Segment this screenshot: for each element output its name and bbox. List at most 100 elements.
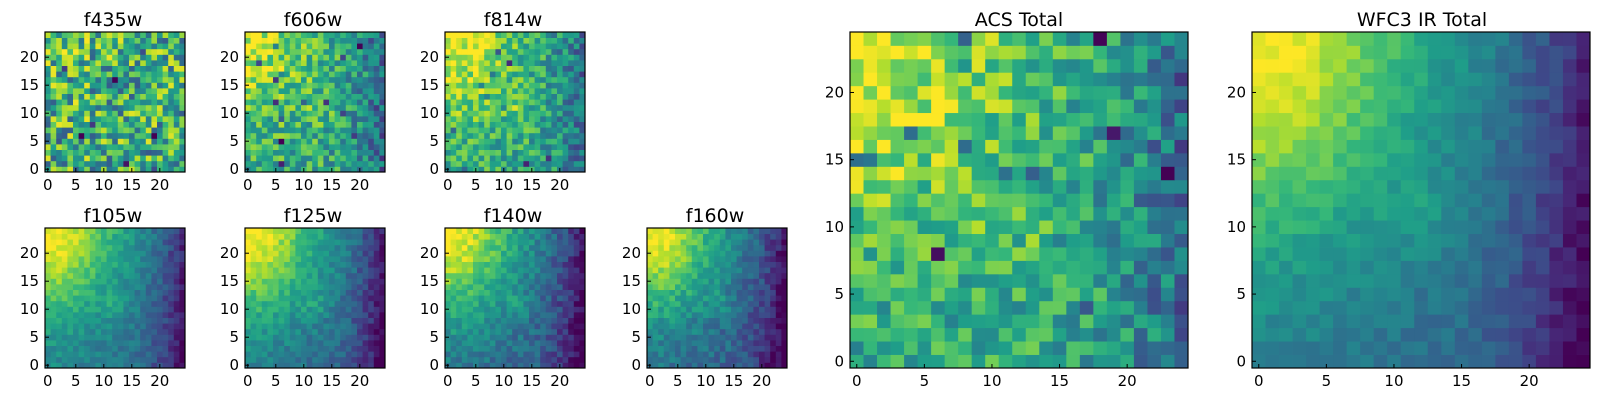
heatmap-cell: [312, 121, 319, 128]
heatmap-cell: [759, 284, 765, 290]
heatmap-cell: [56, 362, 63, 369]
heatmap-cell: [312, 155, 319, 162]
heatmap-cell: [84, 306, 91, 313]
heatmap-cell: [179, 289, 186, 296]
heatmap-cell: [495, 65, 502, 72]
heatmap-cell: [770, 312, 777, 318]
heatmap-cell: [162, 60, 169, 66]
heatmap-cell: [551, 256, 558, 262]
heatmap-cell: [529, 328, 535, 335]
heatmap-cell: [764, 328, 771, 335]
heatmap-cell: [675, 233, 681, 240]
heatmap-cell: [340, 340, 347, 346]
heatmap-cell: [1106, 287, 1121, 302]
heatmap-cell: [67, 160, 74, 167]
heatmap-cell: [1174, 126, 1189, 140]
heatmap-cell: [658, 351, 665, 358]
heatmap-cell: [95, 110, 102, 117]
heatmap-cell: [250, 110, 257, 117]
heatmap-cell: [357, 116, 363, 122]
heatmap-cell: [95, 351, 102, 358]
x-tick-label: 15: [122, 372, 141, 390]
heatmap-cell: [562, 278, 569, 285]
heatmap-cell: [495, 160, 502, 167]
heatmap-cell: [295, 334, 302, 341]
heatmap-cell: [295, 43, 302, 50]
heatmap-cell: [545, 144, 552, 150]
heatmap-cell: [461, 323, 468, 330]
x-tick-label: 5: [471, 176, 481, 194]
heatmap-cell: [73, 65, 79, 72]
heatmap-cell: [1160, 126, 1175, 140]
heatmap-cell: [145, 244, 152, 251]
heatmap-cell: [317, 110, 324, 117]
x-tick-label: 5: [71, 176, 81, 194]
heatmap-cell: [669, 250, 676, 257]
heatmap-cell: [747, 340, 754, 346]
heatmap-cell: [157, 82, 163, 89]
heatmap-cell: [295, 144, 302, 150]
heatmap-cell: [112, 65, 119, 72]
heatmap-cell: [284, 267, 291, 274]
heatmap-cell: [73, 323, 79, 330]
heatmap-cell: [731, 267, 737, 274]
heatmap-cell: [506, 256, 513, 262]
heatmap-cell: [145, 116, 152, 122]
y-tick-label: 5: [429, 132, 439, 150]
heatmap-cell: [890, 354, 905, 369]
y-tick-label: 20: [420, 244, 439, 262]
heatmap-cell: [362, 60, 369, 66]
heatmap-cell: [495, 250, 502, 257]
heatmap-cell: [301, 138, 307, 145]
heatmap-cell: [573, 127, 580, 134]
heatmap-cell: [669, 295, 676, 302]
heatmap-cell: [512, 345, 519, 352]
heatmap-cell: [1066, 233, 1081, 248]
heatmap-cell: [289, 116, 296, 122]
heatmap-cell: [708, 334, 715, 341]
heatmap-cell: [663, 261, 670, 268]
heatmap-cell: [345, 71, 352, 78]
heatmap-cell: [557, 244, 563, 251]
heatmap-cell: [719, 239, 726, 246]
heatmap-cell: [61, 166, 68, 173]
heatmap-cell: [747, 312, 754, 318]
heatmap-cell: [714, 261, 721, 268]
heatmap-cell: [579, 356, 586, 363]
heatmap-cell: [267, 127, 274, 134]
heatmap-cell: [250, 312, 257, 318]
heatmap-cell: [450, 93, 457, 100]
heatmap-cell: [529, 54, 535, 61]
heatmap-cell: [67, 289, 74, 296]
heatmap-cell: [334, 149, 341, 156]
heatmap-cell: [1039, 341, 1054, 355]
heatmap-cell: [345, 160, 352, 167]
heatmap-cell: [256, 93, 263, 100]
heatmap-cell: [675, 284, 681, 290]
heatmap-cell: [267, 37, 274, 44]
heatmap-cell: [742, 317, 749, 324]
heatmap-cell: [764, 244, 771, 251]
heatmap-cell: [245, 71, 251, 78]
heatmap-cell: [95, 138, 102, 145]
x-tick-label: 5: [271, 372, 281, 390]
heatmap-cell: [140, 110, 147, 117]
heatmap-cell: [106, 244, 113, 251]
heatmap-cell: [151, 289, 158, 296]
heatmap-cell: [686, 272, 693, 279]
heatmap-cell: [145, 166, 152, 173]
heatmap-cell: [273, 43, 279, 50]
heatmap-cell: [345, 256, 352, 262]
heatmap-cell: [78, 340, 85, 346]
heatmap-cell: [478, 65, 485, 72]
heatmap-cell: [747, 334, 754, 341]
heatmap-cell: [697, 261, 704, 268]
heatmap-cell: [877, 193, 891, 208]
x-tick-label: 15: [724, 372, 743, 390]
heatmap-cell: [473, 144, 479, 150]
heatmap-cell: [273, 284, 279, 290]
heatmap-cell: [461, 71, 468, 78]
heatmap-cell: [73, 317, 79, 324]
heatmap-cell: [123, 317, 130, 324]
heatmap-cell: [1147, 152, 1162, 167]
